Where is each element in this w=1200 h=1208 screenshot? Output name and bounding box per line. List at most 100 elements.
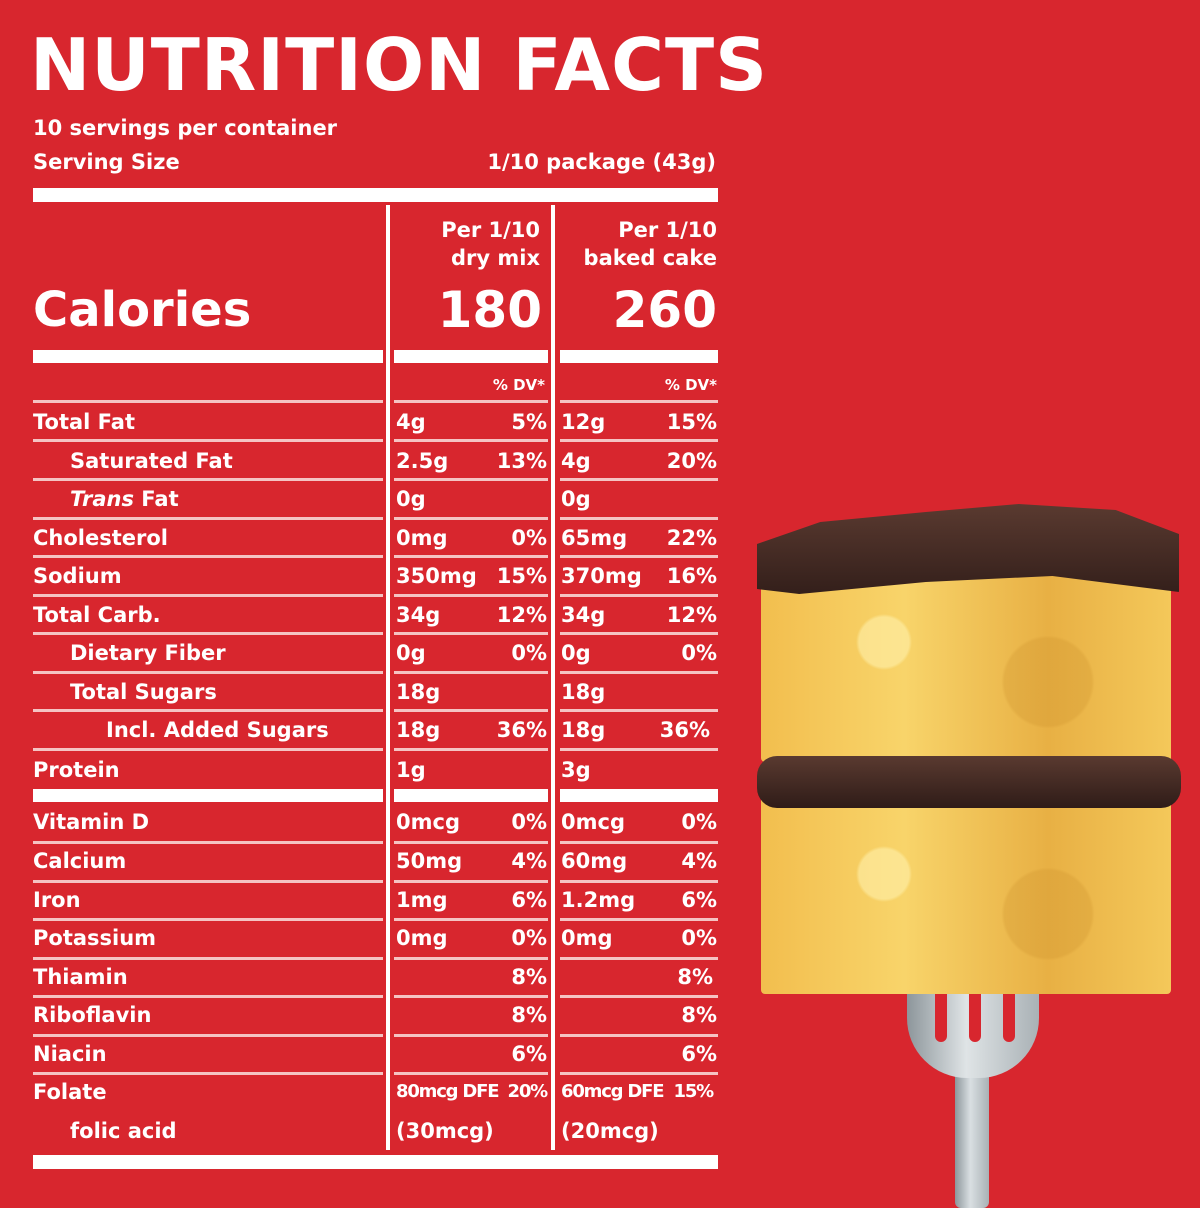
nutrient-name: Total Fat [33,410,136,434]
row-divider [33,995,383,998]
dry-percent: 13% [496,448,547,473]
dv-header-baked: % DV* [664,376,717,394]
nutrient-name: Total Sugars [70,679,217,704]
nutrient-name: Calcium [33,849,127,873]
row-divider [394,439,548,442]
nutrient-row-dietary-fiber: Dietary Fiber 0g 0% 0g 0% [0,634,720,672]
dry-amount: 50mg [396,849,463,873]
baked-amount: 60mcg DFE [561,1081,665,1102]
row-divider [560,995,718,998]
servings-per-container: 10 servings per container [33,116,338,140]
row-divider [560,632,718,635]
dry-percent [400,673,547,711]
row-divider [560,439,718,442]
cake-on-fork-image [755,498,1185,1208]
column-header-dry-line1: Per 1/10 [441,218,540,242]
column-divider-2 [551,205,555,1150]
row-divider [560,555,718,558]
protein-divider-label [33,789,383,802]
baked-percent [565,673,717,711]
nutrient-name: Sodium [33,564,122,588]
baked-amount: 0g [561,641,591,665]
dry-amount: 18g [396,679,441,704]
dry-amount: 0mg [396,525,448,550]
row-divider [394,879,548,883]
row-divider [394,956,548,960]
calories-label: Calories [33,282,252,338]
dry-amount: 0mg [396,926,448,950]
nutrient-name: folic acid [70,1119,177,1143]
row-divider [33,478,383,481]
column-header-dry-mix: Per 1/10 dry mix [400,216,540,272]
baked-amount: 12g [561,410,606,434]
dry-amount: 350mg [396,564,477,588]
nutrient-name: Potassium [33,926,157,950]
baked-percent: 0% [681,810,717,834]
row-divider [560,709,718,712]
dry-percent: 12% [496,602,547,627]
row-divider [560,478,718,481]
dry-amount: 34g [396,602,441,627]
nutrient-name: Total Carb. [33,602,161,627]
serving-size-value: 1/10 package (43g) [487,150,716,174]
chocolate-frosting-middle [757,756,1181,808]
row-divider [394,1072,548,1075]
row-divider [560,516,718,520]
baked-amount: 370mg [561,564,642,588]
baked-percent: 0% [681,641,717,665]
row-divider [394,995,548,998]
row-divider [394,632,548,635]
dry-amount: 4g [396,410,426,434]
dry-percent: 20% [507,1081,549,1102]
nutrient-name: Riboflavin [33,1003,152,1027]
nutrient-row-total-sugars: Total Sugars 18g 18g [0,673,720,711]
nutrient-row-vitamin-d: Vitamin D 0mcg 0% 0mcg 0% [0,803,720,841]
baked-amount: 0mg [561,926,613,950]
baked-amount: 3g [561,758,591,782]
nutrition-facts-title: NUTRITION FACTS [30,23,768,107]
dry-amount: 0g [396,641,426,665]
nutrient-name: Iron [33,887,81,912]
baked-percent: 0% [681,926,717,950]
baked-percent: 12% [666,602,717,627]
row-divider [394,841,548,844]
row-divider [560,918,718,921]
dry-percent: 6% [511,1041,547,1066]
calories-baked-cake: 260 [612,281,717,339]
row-divider [33,439,383,442]
nutrient-row-total-carb: Total Carb. 34g 12% 34g 12% [0,596,720,634]
row-divider [560,748,718,751]
baked-percent: 16% [666,564,717,588]
row-divider [560,956,718,960]
dry-percent [400,751,547,789]
nutrient-row-sodium: Sodium 350mg 15% 370mg 16% [0,557,720,595]
nutrient-name: Vitamin D [33,810,150,834]
row-divider [33,709,383,712]
calories-dry-mix: 180 [437,281,542,339]
dry-percent: 5% [511,410,547,434]
column-header-baked-line1: Per 1/10 [618,218,717,242]
dry-percent: 0% [511,525,547,550]
row-divider [394,400,548,403]
row-divider [394,555,548,558]
nutrient-name: Cholesterol [33,525,168,550]
baked-amount: 34g [561,602,606,627]
nutrient-name: Incl. Added Sugars [106,718,329,742]
nutrient-name: Protein [33,758,120,782]
row-divider [560,841,718,844]
baked-amount: 4g [561,448,591,473]
dry-amount: 18g [396,718,441,742]
row-divider [33,593,383,597]
dry-amount: (30mcg) [396,1119,494,1143]
nutrient-row-added-sugars: Incl. Added Sugars 18g 36% 18g 36% [0,711,720,749]
baked-percent: 4% [681,849,717,873]
dry-amount: 2.5g [396,448,449,473]
row-divider [394,516,548,520]
baked-amount: 18g [561,718,606,742]
row-divider [560,1033,718,1037]
row-divider [33,748,383,751]
nutrient-row-riboflavin: Riboflavin 8% 8% [0,996,720,1034]
row-divider [33,841,383,844]
baked-percent [565,1112,717,1150]
row-divider [33,670,383,674]
